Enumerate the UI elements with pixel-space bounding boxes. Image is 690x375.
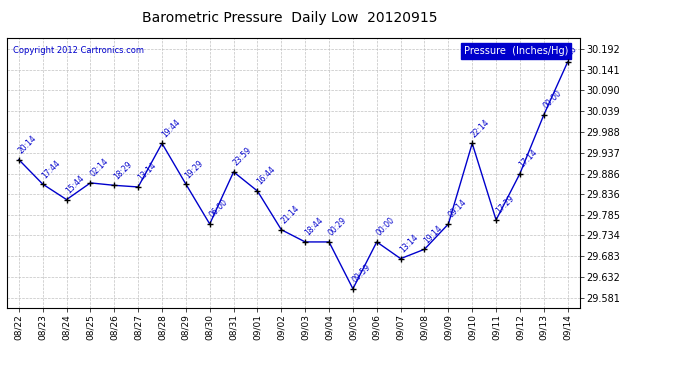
Text: 16:44: 16:44 xyxy=(255,165,277,187)
Text: 20:14: 20:14 xyxy=(17,134,39,156)
Text: 16: 16 xyxy=(566,45,579,58)
Text: Copyright 2012 Cartronics.com: Copyright 2012 Cartronics.com xyxy=(12,46,144,55)
Text: 23:59: 23:59 xyxy=(231,146,253,168)
Text: 18:29: 18:29 xyxy=(112,159,134,181)
Text: 19:44: 19:44 xyxy=(160,117,181,139)
Text: 17:44: 17:44 xyxy=(41,158,62,180)
Text: 17:29: 17:29 xyxy=(494,194,515,216)
Text: 06:00: 06:00 xyxy=(208,198,230,220)
Text: 13:14: 13:14 xyxy=(398,233,420,255)
Text: 17:14: 17:14 xyxy=(518,148,540,170)
Text: 22:14: 22:14 xyxy=(470,117,492,139)
Text: 00:00: 00:00 xyxy=(542,89,564,111)
Text: 09:59: 09:59 xyxy=(351,262,373,285)
Text: Barometric Pressure  Daily Low  20120915: Barometric Pressure Daily Low 20120915 xyxy=(142,11,437,25)
Text: 02:14: 02:14 xyxy=(88,157,110,179)
Text: 09:14: 09:14 xyxy=(446,198,468,220)
Text: 00:29: 00:29 xyxy=(327,216,348,238)
Text: Pressure  (Inches/Hg): Pressure (Inches/Hg) xyxy=(464,46,568,56)
Text: 15:44: 15:44 xyxy=(64,174,86,195)
Text: 00:00: 00:00 xyxy=(375,216,397,238)
Text: 19:14: 19:14 xyxy=(422,224,444,245)
Text: 13:14: 13:14 xyxy=(136,161,158,183)
Text: 18:44: 18:44 xyxy=(303,216,325,238)
Text: 21:14: 21:14 xyxy=(279,204,301,225)
Text: 19:29: 19:29 xyxy=(184,158,206,180)
